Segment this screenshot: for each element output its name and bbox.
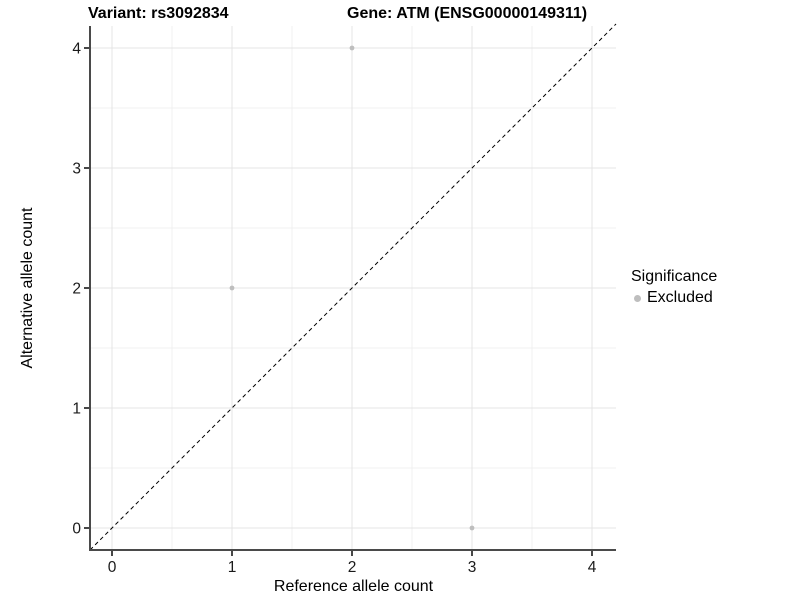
data-point	[229, 285, 235, 291]
x-tick-label: 3	[468, 559, 477, 576]
y-axis-title: Alternative allele count	[19, 207, 36, 369]
data-point	[349, 45, 355, 51]
x-tick-label: 2	[348, 559, 357, 576]
plot-title-variant: Variant: rs3092834	[88, 5, 229, 22]
y-tick-label: 2	[72, 281, 81, 298]
y-tick-label: 0	[72, 521, 81, 538]
data-point	[469, 525, 475, 531]
legend-title: Significance	[631, 268, 718, 285]
legend: Significance Excluded	[631, 268, 717, 307]
x-axis-title: Reference allele count	[273, 578, 434, 595]
y-tick-label: 1	[72, 401, 81, 418]
legend-entry-excluded: Excluded	[631, 289, 717, 307]
excluded-point-icon	[634, 294, 641, 302]
x-tick-label: 4	[588, 559, 597, 576]
plot-title-gene: Gene: ATM (ENSG00000149311)	[347, 5, 588, 22]
y-tick-label: 3	[72, 161, 81, 178]
y-tick-label: 4	[72, 41, 81, 58]
legend-entry-label: Excluded	[647, 289, 713, 306]
x-tick-label: 1	[228, 559, 237, 576]
identity-line	[89, 23, 617, 551]
x-tick-label: 0	[108, 559, 117, 576]
